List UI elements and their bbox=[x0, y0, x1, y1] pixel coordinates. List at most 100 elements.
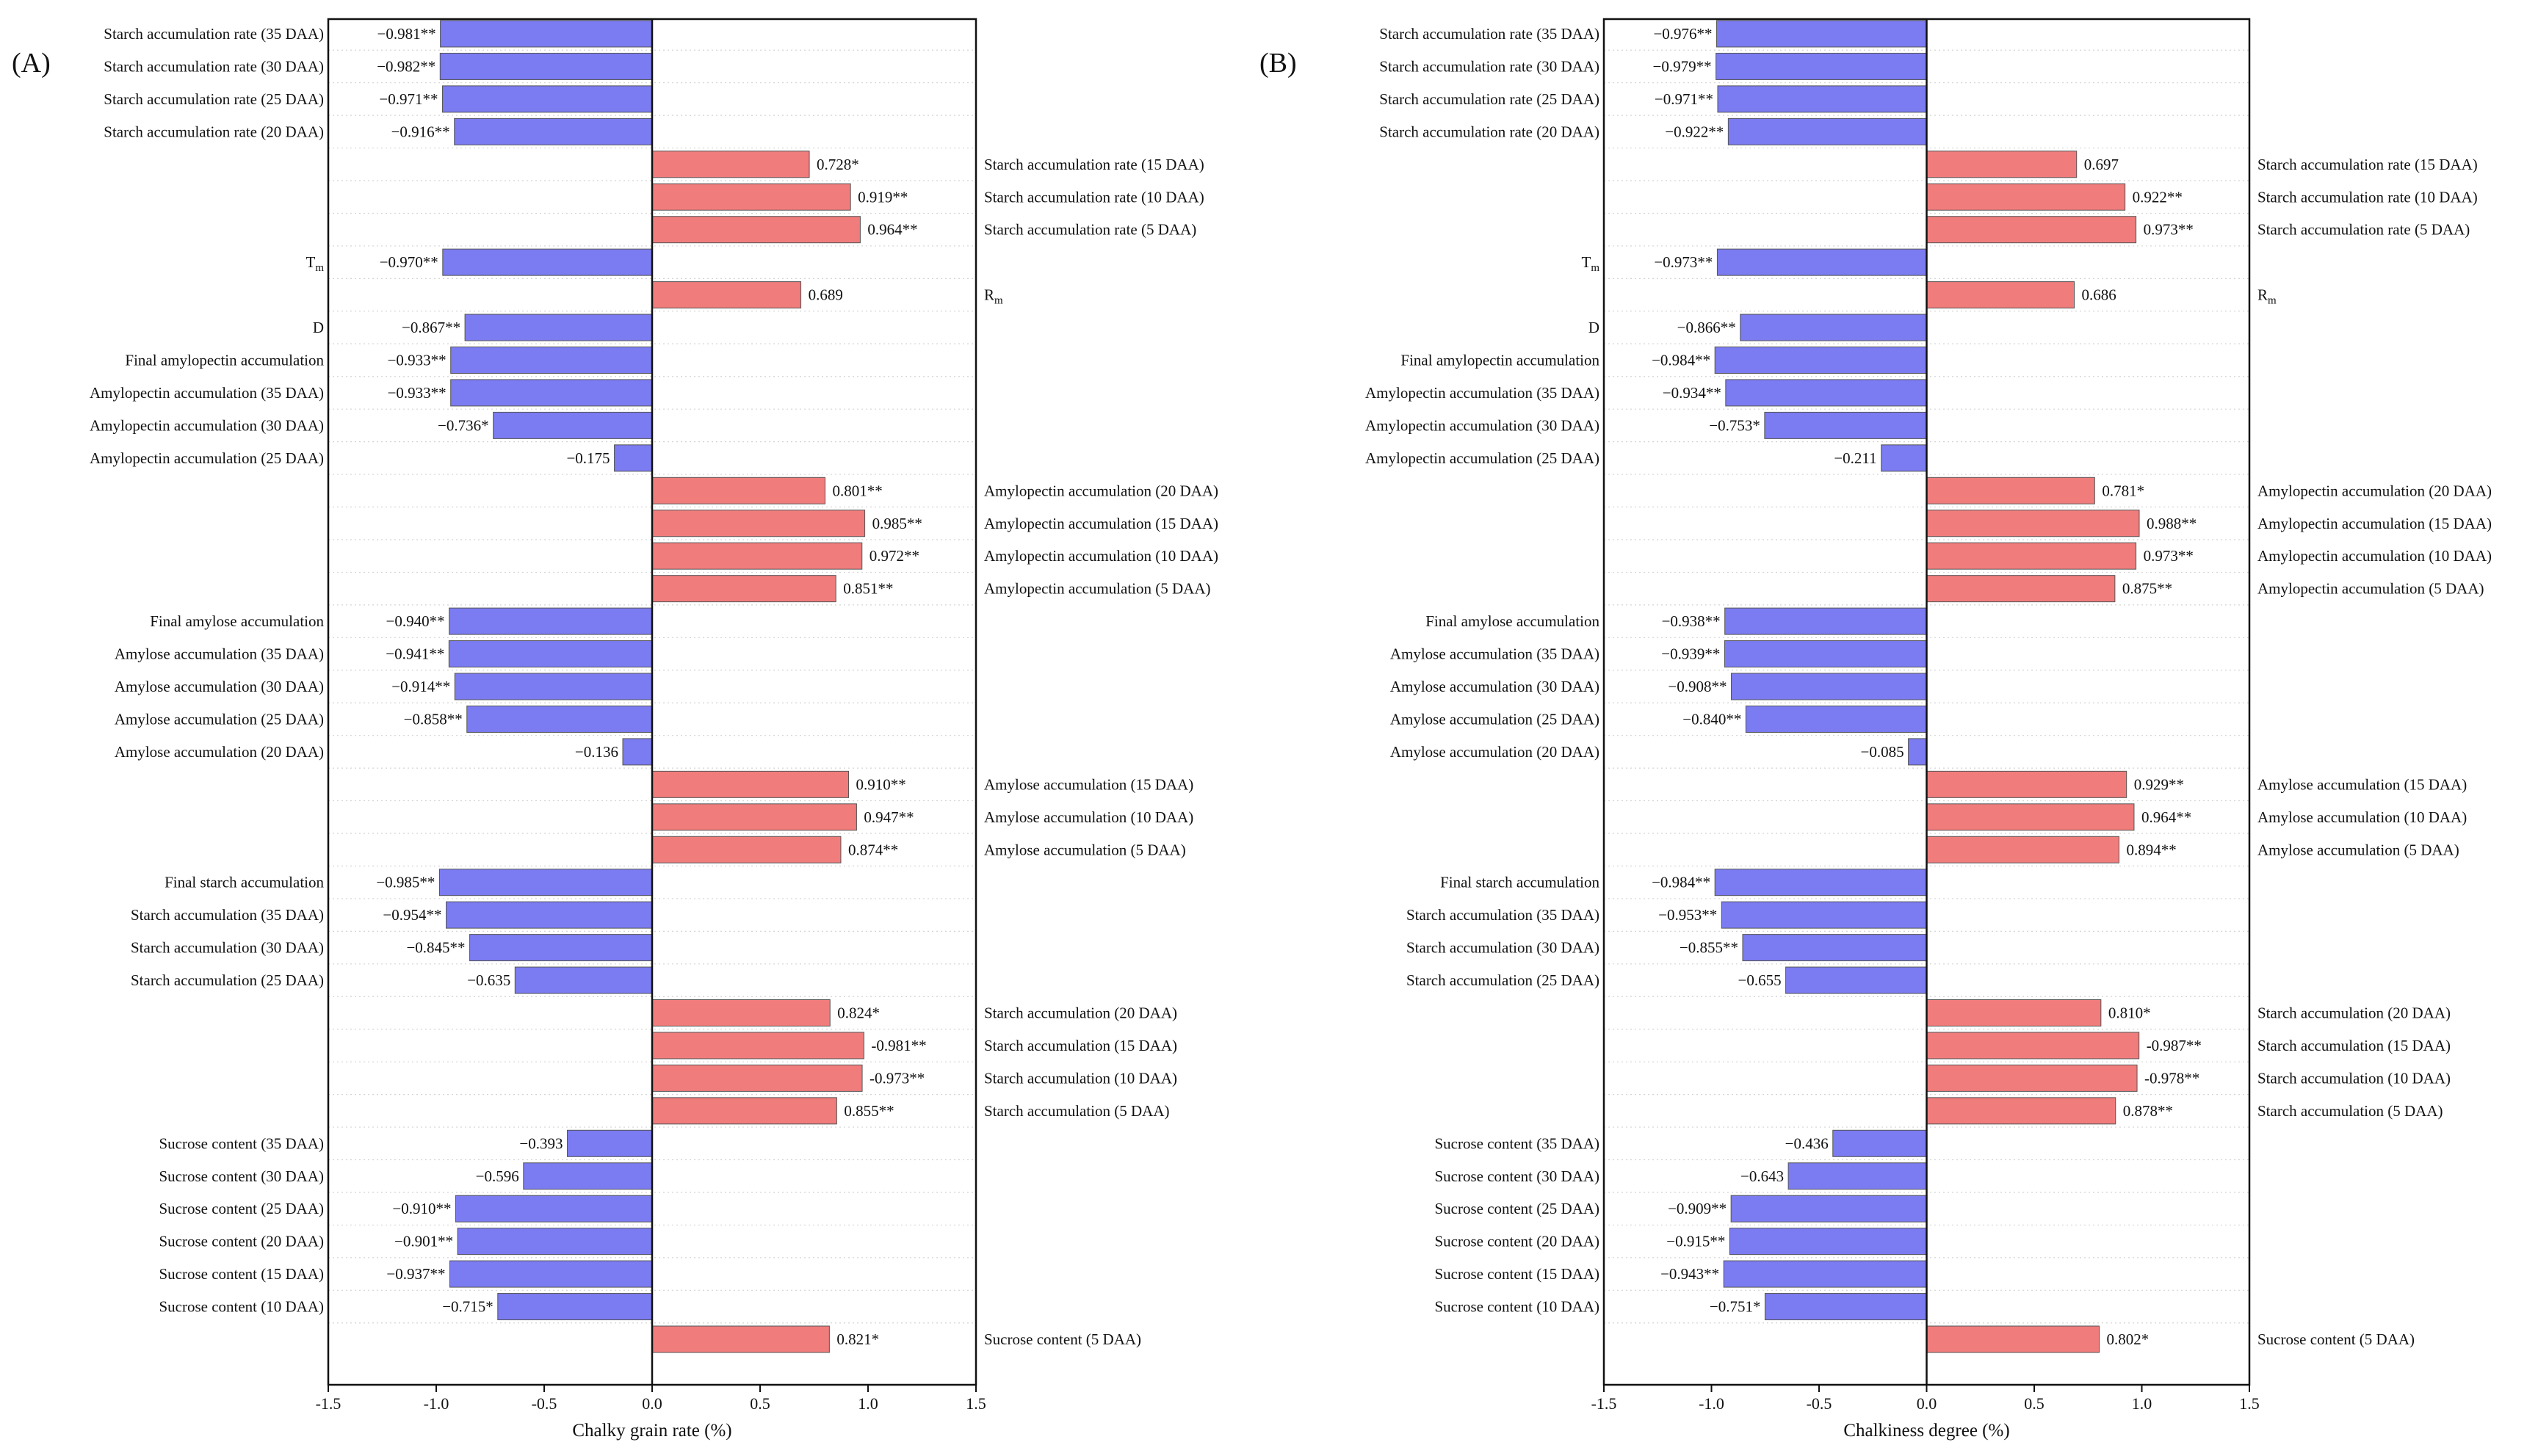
category-label: Amylose accumulation (25 DAA) bbox=[1390, 710, 1599, 728]
panel-b: (B) −0.976** Starch accumulation rate (35 … bbox=[1259, 18, 2492, 1441]
category-label: Starch accumulation rate (20 DAA) bbox=[1379, 123, 1599, 140]
category-label: Starch accumulation (35 DAA) bbox=[1406, 906, 1599, 924]
value-label: −0.939** bbox=[1661, 645, 1720, 663]
bar bbox=[439, 52, 653, 80]
bar bbox=[449, 607, 653, 635]
bar bbox=[514, 966, 653, 994]
x-tick-label: 0.0 bbox=[1917, 1394, 1937, 1413]
value-label: 0.851** bbox=[843, 580, 893, 598]
value-label: −0.901** bbox=[394, 1233, 453, 1250]
category-label: Sucrose content (15 DAA) bbox=[159, 1265, 324, 1283]
category-label: Amylopectin accumulation (5 DAA) bbox=[2257, 580, 2484, 598]
bar bbox=[651, 151, 810, 178]
value-label: −0.635 bbox=[467, 971, 510, 989]
bar bbox=[651, 183, 851, 211]
x-tick-label: -0.5 bbox=[532, 1394, 557, 1413]
bar bbox=[1724, 640, 1928, 668]
bar bbox=[1730, 673, 1928, 700]
bar bbox=[651, 1064, 863, 1092]
bar bbox=[1908, 738, 1927, 766]
bar bbox=[466, 705, 653, 733]
category-label: Amylopectin accumulation (35 DAA) bbox=[90, 384, 324, 402]
bar bbox=[651, 216, 861, 244]
value-label: 0.855** bbox=[844, 1102, 894, 1120]
value-label: 0.781* bbox=[2102, 482, 2144, 499]
category-label: Amylopectin accumulation (30 DAA) bbox=[90, 416, 324, 434]
panel-label: (A) bbox=[12, 48, 51, 79]
value-label: 0.894** bbox=[2126, 841, 2176, 858]
category-label: Sucrose content (5 DAA) bbox=[2257, 1330, 2415, 1348]
bar bbox=[1926, 183, 2126, 211]
bar bbox=[1926, 803, 2135, 831]
bar bbox=[455, 1195, 653, 1223]
bar bbox=[651, 575, 836, 603]
category-label: Starch accumulation (30 DAA) bbox=[1406, 939, 1599, 957]
value-label: 0.919** bbox=[858, 188, 908, 206]
value-label: 0.728* bbox=[817, 156, 859, 173]
category-label: Sucrose content (30 DAA) bbox=[1434, 1167, 1599, 1185]
bar bbox=[1717, 85, 1928, 113]
value-label: 0.985** bbox=[872, 515, 922, 532]
bar bbox=[1785, 966, 1927, 994]
category-label: Sucrose content (10 DAA) bbox=[159, 1298, 324, 1316]
bar bbox=[448, 640, 653, 668]
value-label: 0.929** bbox=[2134, 775, 2184, 793]
value-label: 0.922** bbox=[2133, 188, 2183, 206]
x-tick-label: 0.0 bbox=[642, 1394, 662, 1413]
value-label: −0.970** bbox=[380, 253, 438, 271]
value-label: 0.874** bbox=[848, 841, 898, 858]
value-label: 0.875** bbox=[2122, 580, 2172, 598]
category-label: Final amylopectin accumulation bbox=[125, 352, 324, 369]
panel-a: (A) −0.981** Starch accumulation rate (35 … bbox=[12, 18, 1218, 1441]
category-label: Sucrose content (25 DAA) bbox=[159, 1200, 324, 1217]
bar bbox=[651, 542, 863, 570]
x-tick-label: -0.5 bbox=[1807, 1394, 1832, 1413]
category-label: Sucrose content (30 DAA) bbox=[159, 1167, 324, 1185]
bar bbox=[446, 901, 653, 929]
value-label: −0.933** bbox=[388, 352, 446, 369]
category-label: Amylose accumulation (5 DAA) bbox=[2257, 841, 2459, 858]
bar bbox=[1725, 379, 1927, 407]
category-label: Starch accumulation rate (10 DAA) bbox=[2257, 188, 2478, 206]
bar bbox=[450, 347, 653, 374]
bar bbox=[651, 477, 825, 504]
value-label: −0.971** bbox=[1655, 90, 1713, 108]
category-label: Amylose accumulation (35 DAA) bbox=[115, 645, 324, 663]
x-tick-label: -1.5 bbox=[316, 1394, 341, 1413]
value-label: 0.689 bbox=[809, 286, 843, 304]
category-label: D bbox=[1588, 319, 1599, 336]
value-label: −0.136 bbox=[575, 743, 618, 761]
category-label: Rm bbox=[984, 286, 1003, 307]
value-label: -0.981** bbox=[871, 1037, 926, 1054]
value-label: −0.596 bbox=[476, 1167, 519, 1185]
value-label: −0.985** bbox=[376, 874, 435, 891]
value-label: −0.922** bbox=[1665, 123, 1724, 140]
category-label: Amylopectin accumulation (25 DAA) bbox=[90, 449, 324, 467]
bar bbox=[651, 770, 850, 798]
x-tick-label: 1.0 bbox=[858, 1394, 878, 1413]
bar bbox=[651, 836, 842, 863]
bar bbox=[614, 444, 653, 472]
bar bbox=[1926, 770, 2127, 798]
category-label: Amylopectin accumulation (5 DAA) bbox=[984, 580, 1211, 598]
bar bbox=[1721, 901, 1927, 929]
category-label: Rm bbox=[2257, 286, 2277, 307]
value-label: −0.858** bbox=[404, 710, 463, 728]
value-label: −0.943** bbox=[1660, 1265, 1719, 1283]
bar bbox=[1926, 575, 2116, 603]
category-label: Sucrose content (15 DAA) bbox=[1434, 1265, 1599, 1283]
panel-label: (B) bbox=[1259, 48, 1297, 79]
category-label: D bbox=[313, 319, 324, 336]
category-label: Tm bbox=[306, 253, 325, 274]
category-label: Starch accumulation rate (15 DAA) bbox=[984, 156, 1204, 173]
value-label: −0.845** bbox=[406, 939, 465, 957]
bar bbox=[469, 934, 653, 962]
bar bbox=[1764, 411, 1928, 439]
category-label: Starch accumulation (10 DAA) bbox=[984, 1069, 1177, 1087]
bar bbox=[1926, 281, 2075, 309]
value-label: 0.972** bbox=[870, 547, 919, 565]
value-label: 0.964** bbox=[867, 221, 917, 239]
category-label: Amylopectin accumulation (25 DAA) bbox=[1365, 449, 1599, 467]
value-label: −0.915** bbox=[1666, 1233, 1725, 1250]
